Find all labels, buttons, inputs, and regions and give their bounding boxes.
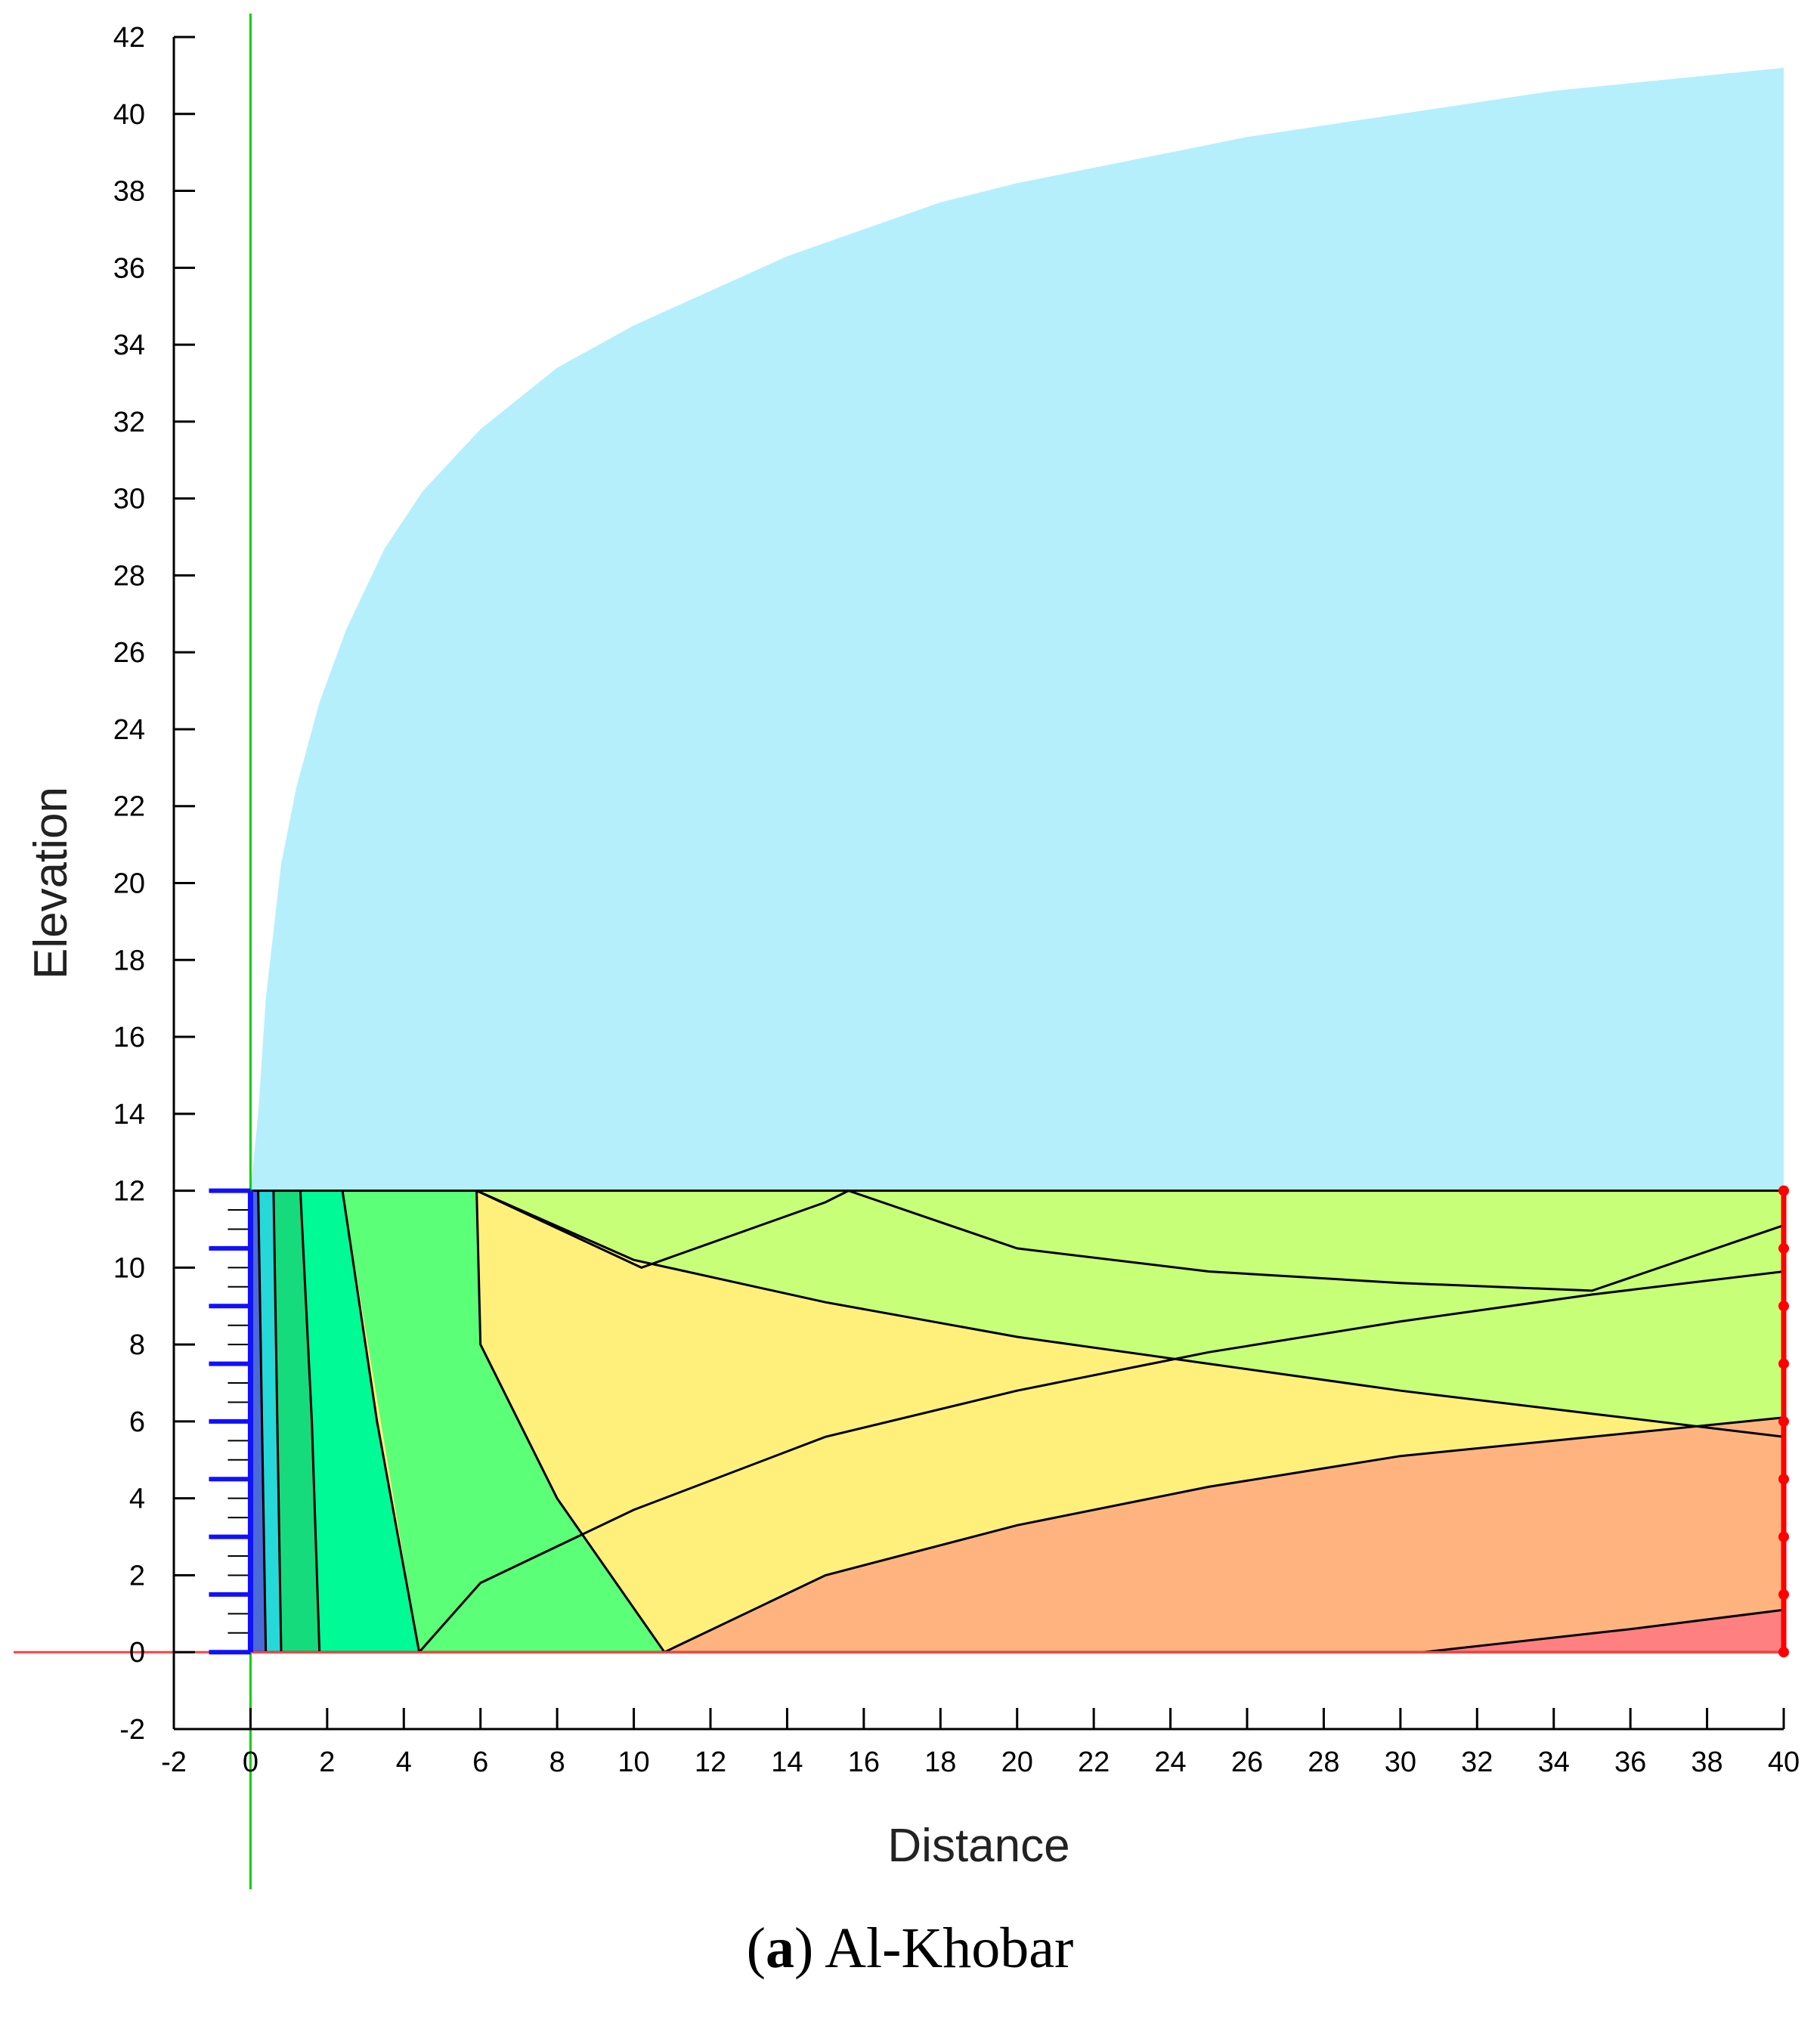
boundary-node [1778,1415,1789,1427]
contour-line-4 [475,1190,666,1654]
x-tick-label: 10 [618,1746,649,1778]
contour-line-0 [257,1190,268,1653]
x-tick-label: 30 [1385,1746,1416,1778]
phreatic-region [250,67,1784,1191]
axes: -202468101214161820222426283032343638404… [113,22,1800,1778]
boundary-node [1778,1474,1789,1485]
x-tick-label: 14 [771,1746,803,1778]
y-tick-label: 24 [113,714,145,746]
x-tick-label: 0 [243,1746,258,1778]
contour-line-6 [664,1416,1784,1654]
band-upper-green [476,1190,1784,1437]
x-tick-label: 26 [1231,1746,1263,1778]
y-tick-label: 30 [113,484,145,515]
x-tick-label: 2 [319,1746,335,1778]
y-tick-label: 2 [129,1560,145,1592]
plot-area [14,14,1789,1889]
boundary-node [1778,1358,1789,1369]
boundary-node [1778,1185,1789,1196]
x-tick-label: -2 [161,1746,187,1778]
y-tick-label: 10 [113,1252,145,1284]
x-tick-label: 22 [1078,1746,1110,1778]
x-tick-label: 40 [1768,1746,1800,1778]
y-tick-label: 40 [113,99,145,131]
y-tick-label: 42 [113,22,145,54]
contour-line-7 [418,1270,1784,1654]
contour-line-2 [299,1190,321,1653]
band-blue [250,1190,266,1653]
x-tick-label: 20 [1001,1746,1033,1778]
x-tick-label: 38 [1691,1746,1722,1778]
boundary-node [1778,1647,1789,1658]
y-axis-title: Elevation [25,787,77,979]
contour-line-1 [272,1190,283,1653]
y-tick-label: 18 [113,945,145,976]
y-tick-label: 20 [113,868,145,900]
boundary-node [1778,1242,1789,1254]
x-tick-label: 4 [396,1746,412,1778]
contour-line-8 [475,1189,1784,1438]
contour-line-5 [1423,1608,1784,1654]
band-red [1423,1610,1784,1653]
y-tick-label: 26 [113,637,145,669]
y-tick-label: 34 [113,329,145,361]
y-tick-label: 8 [129,1329,145,1361]
y-tick-label: 16 [113,1022,145,1053]
band-green [300,1190,419,1653]
contour-line-9 [475,1189,850,1270]
y-tick-label: 6 [129,1406,145,1438]
x-tick-label: 36 [1614,1746,1646,1778]
y-tick-label: 38 [113,176,145,208]
x-tick-label: 18 [924,1746,956,1778]
x-tick-label: 32 [1461,1746,1493,1778]
band-orange [664,1417,1784,1653]
x-tick-label: 34 [1538,1746,1570,1778]
boundary-node [1778,1589,1789,1600]
boundary-node [1778,1301,1789,1312]
y-tick-label: 32 [113,407,145,438]
x-axis-title: Distance [887,1820,1069,1872]
figure-caption: (a) Al-Khobar [746,1916,1074,1980]
y-tick-label: 36 [113,252,145,284]
y-tick-label: -2 [119,1714,145,1746]
y-tick-label: 28 [113,560,145,592]
contour-line-3 [341,1190,421,1653]
caption-tag: a [765,1916,794,1980]
y-tick-label: 14 [113,1099,145,1131]
caption-text: Al-Khobar [825,1916,1074,1980]
x-tick-label: 24 [1154,1746,1186,1778]
band-light-green [342,1190,665,1653]
band-teal [273,1190,320,1653]
y-tick-label: 4 [129,1483,145,1515]
x-tick-label: 8 [549,1746,565,1778]
boundary-node [1778,1531,1789,1542]
x-tick-label: 28 [1308,1746,1339,1778]
x-tick-label: 6 [472,1746,488,1778]
x-tick-label: 12 [695,1746,726,1778]
y-tick-label: 22 [113,791,145,823]
y-tick-label: 0 [129,1637,145,1669]
x-tick-label: 16 [848,1746,880,1778]
contour-line-10 [848,1189,1784,1292]
y-tick-label: 12 [113,1176,145,1208]
